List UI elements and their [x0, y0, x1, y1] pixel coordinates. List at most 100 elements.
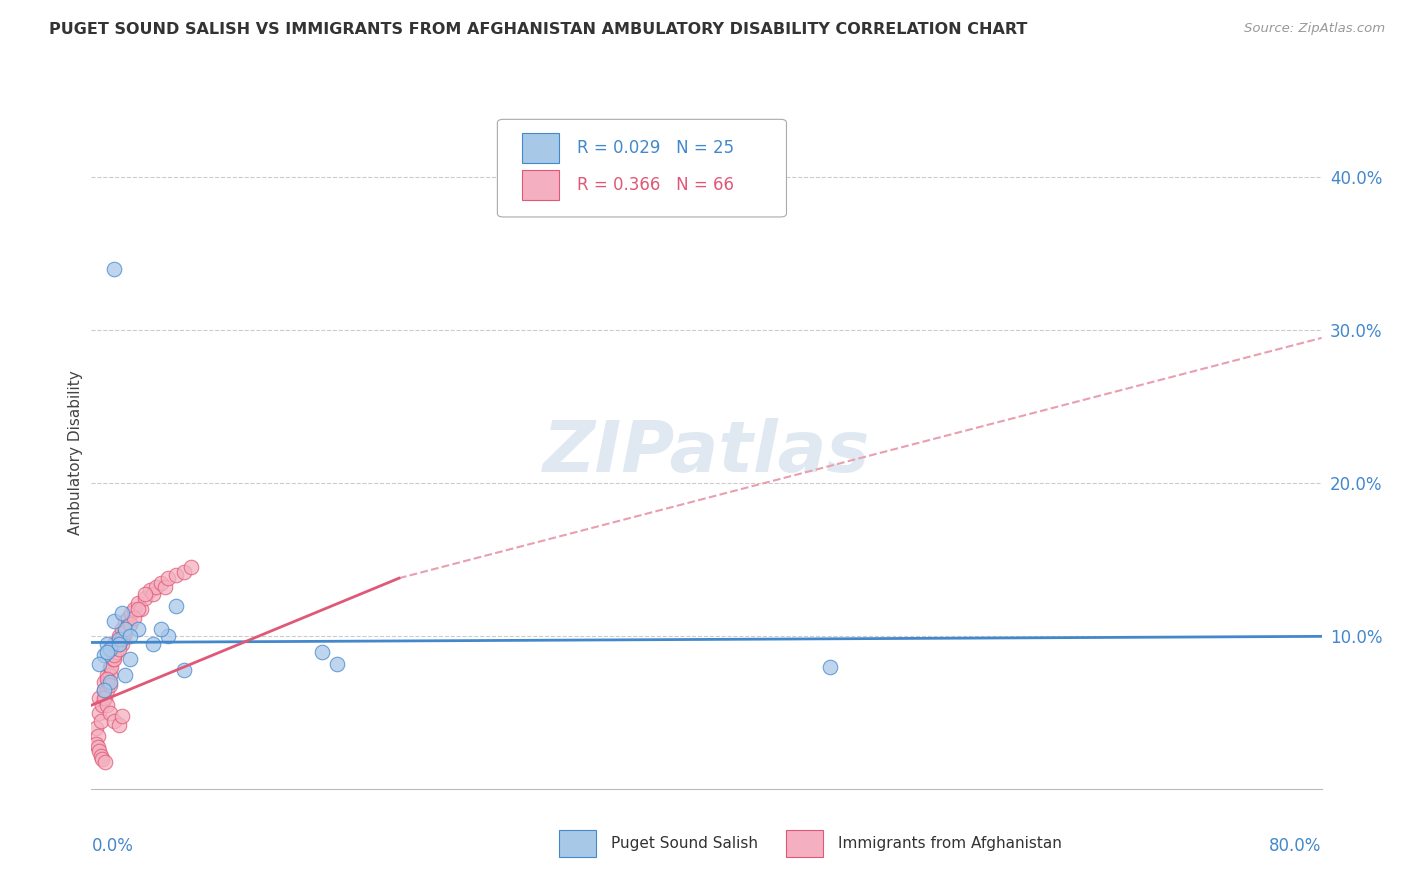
Point: [114, 622, 136, 636]
Point: [97, 675, 120, 690]
Point: [118, 652, 141, 666]
Point: [108, 629, 131, 643]
Point: [86, 729, 108, 743]
Point: [165, 568, 187, 582]
Point: [87, 744, 110, 758]
Point: [111, 622, 134, 636]
Point: [114, 614, 136, 628]
Point: [98, 641, 121, 656]
Point: [98, 706, 121, 720]
Point: [86, 739, 108, 754]
Point: [118, 617, 141, 632]
Point: [134, 586, 156, 600]
Point: [107, 637, 129, 651]
Point: [139, 583, 162, 598]
Y-axis label: Ambulatory Disability: Ambulatory Disability: [67, 370, 83, 535]
Point: [311, 645, 333, 659]
Point: [84, 721, 107, 735]
Point: [103, 652, 125, 666]
Point: [91, 752, 114, 766]
Point: [94, 755, 117, 769]
Point: [108, 641, 131, 656]
Point: [108, 637, 131, 651]
Point: [120, 607, 142, 621]
FancyBboxPatch shape: [522, 169, 558, 200]
Point: [105, 645, 127, 659]
Point: [118, 629, 141, 643]
Point: [94, 690, 117, 705]
Point: [118, 617, 141, 632]
Text: Source: ZipAtlas.com: Source: ZipAtlas.com: [1244, 22, 1385, 36]
Point: [110, 632, 132, 647]
Point: [117, 611, 139, 625]
Point: [111, 709, 134, 723]
Point: [103, 614, 125, 628]
Point: [103, 262, 125, 277]
Point: [101, 652, 124, 666]
Point: [103, 637, 125, 651]
Point: [326, 657, 349, 671]
Point: [180, 560, 202, 574]
Text: ZIPatlas: ZIPatlas: [543, 418, 870, 487]
Point: [114, 622, 136, 636]
Point: [96, 645, 118, 659]
Point: [127, 596, 149, 610]
Point: [111, 637, 134, 651]
Point: [96, 637, 118, 651]
Point: [149, 622, 172, 636]
Point: [111, 632, 134, 647]
Point: [84, 737, 107, 751]
Point: [103, 714, 125, 728]
Point: [111, 607, 134, 621]
Point: [87, 690, 110, 705]
Text: R = 0.029   N = 25: R = 0.029 N = 25: [578, 139, 734, 157]
Point: [124, 611, 146, 625]
Point: [103, 648, 125, 662]
Point: [93, 682, 115, 697]
Point: [93, 690, 115, 705]
Point: [108, 637, 131, 651]
Point: [87, 657, 110, 671]
FancyBboxPatch shape: [498, 120, 786, 217]
Point: [96, 682, 118, 697]
Point: [90, 748, 112, 763]
FancyBboxPatch shape: [786, 830, 824, 856]
Point: [87, 706, 110, 720]
Point: [93, 682, 115, 697]
Point: [818, 660, 841, 674]
Point: [114, 667, 136, 681]
Point: [134, 591, 156, 606]
Text: Puget Sound Salish: Puget Sound Salish: [610, 836, 758, 851]
Point: [112, 629, 135, 643]
Point: [157, 629, 180, 643]
Point: [142, 586, 165, 600]
Point: [142, 637, 165, 651]
Point: [96, 698, 118, 713]
Text: 0.0%: 0.0%: [91, 837, 134, 855]
Point: [91, 698, 114, 713]
Point: [100, 660, 122, 674]
Point: [124, 602, 146, 616]
Point: [153, 581, 177, 595]
Point: [93, 675, 115, 690]
Point: [108, 632, 131, 647]
Point: [93, 648, 115, 662]
FancyBboxPatch shape: [558, 830, 596, 856]
Text: R = 0.366   N = 66: R = 0.366 N = 66: [578, 176, 734, 194]
Point: [108, 718, 131, 732]
Point: [157, 571, 180, 585]
Point: [173, 663, 195, 677]
Point: [129, 602, 152, 616]
Point: [96, 667, 118, 681]
Point: [165, 599, 187, 613]
Point: [98, 660, 121, 674]
Text: PUGET SOUND SALISH VS IMMIGRANTS FROM AFGHANISTAN AMBULATORY DISABILITY CORRELAT: PUGET SOUND SALISH VS IMMIGRANTS FROM AF…: [49, 22, 1028, 37]
Point: [173, 565, 195, 579]
Point: [114, 624, 136, 639]
Point: [149, 575, 172, 590]
Point: [127, 622, 149, 636]
Point: [98, 675, 121, 690]
Text: 80.0%: 80.0%: [1270, 837, 1322, 855]
Point: [90, 714, 112, 728]
Point: [98, 667, 121, 681]
